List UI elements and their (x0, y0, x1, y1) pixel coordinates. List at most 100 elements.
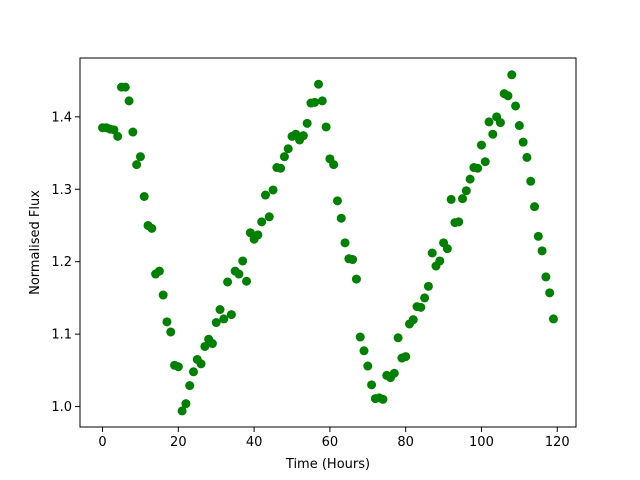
data-point (162, 317, 172, 327)
data-point (260, 190, 270, 200)
data-point (219, 314, 229, 324)
data-point (458, 194, 468, 204)
data-point (522, 152, 532, 162)
data-point (495, 118, 505, 128)
data-point (423, 281, 433, 291)
data-point (279, 152, 289, 162)
data-point (226, 310, 236, 320)
data-point (158, 290, 168, 300)
y-axis-label: Normalised Flux (28, 190, 43, 295)
data-point (533, 231, 543, 241)
data-point (120, 82, 130, 92)
data-point (442, 244, 452, 254)
data-point (321, 122, 331, 132)
data-point (401, 352, 411, 362)
data-point (340, 238, 350, 248)
y-axis: 1.0 1.1 1.2 1.3 1.4 (51, 110, 80, 415)
data-point (363, 361, 373, 371)
x-tick-label: 40 (246, 435, 263, 450)
data-point (177, 406, 187, 416)
data-point (541, 272, 551, 282)
data-point (257, 217, 267, 227)
data-point (124, 96, 134, 106)
data-point (507, 70, 517, 80)
data-point (530, 202, 540, 212)
data-point (351, 274, 361, 284)
data-point (109, 125, 119, 135)
data-point (511, 101, 521, 111)
data-point (408, 315, 418, 325)
x-axis: 0 20 40 60 80 100 120 (98, 427, 570, 450)
x-tick-label: 20 (170, 435, 187, 450)
data-point (355, 332, 365, 342)
data-point (128, 127, 138, 137)
data-point (181, 399, 191, 409)
x-axis-label: Time (Hours) (285, 457, 370, 472)
data-point (147, 223, 157, 233)
data-point (135, 152, 145, 162)
data-point (537, 246, 547, 256)
data-point (139, 192, 149, 201)
data-point (545, 288, 555, 298)
data-point (378, 394, 388, 404)
data-point (283, 144, 293, 154)
data-point (173, 362, 183, 372)
data-point (113, 131, 123, 141)
data-point (211, 318, 221, 328)
data-point (298, 131, 308, 141)
y-tick-label: 1.1 (51, 328, 72, 343)
data-point (196, 359, 206, 369)
y-tick-label: 1.4 (51, 110, 72, 125)
data-point (503, 91, 513, 101)
data-point (166, 327, 176, 337)
data-point (465, 174, 475, 184)
data-point (454, 217, 464, 227)
data-point (389, 368, 399, 378)
y-tick-label: 1.2 (51, 255, 72, 270)
y-tick-label: 1.0 (51, 400, 72, 415)
plot-frame (79, 57, 577, 428)
data-point (526, 176, 536, 186)
data-point (420, 293, 430, 303)
data-point (393, 333, 403, 343)
data-point (435, 256, 445, 266)
data-point (238, 256, 248, 266)
data-point (336, 213, 346, 223)
data-point (207, 339, 217, 349)
data-point (245, 228, 255, 238)
data-point (518, 137, 528, 147)
data-point (473, 163, 483, 173)
data-point (223, 277, 233, 287)
data-point (476, 140, 486, 150)
data-point (514, 121, 524, 131)
data-point (480, 157, 490, 167)
data-point (317, 96, 327, 106)
data-point (242, 276, 252, 286)
data-point (200, 341, 210, 351)
data-point (264, 212, 274, 222)
data-point (310, 97, 320, 107)
y-tick-label: 1.3 (51, 183, 72, 198)
data-point (302, 118, 312, 128)
data-point (446, 194, 456, 204)
data-point (416, 302, 426, 312)
x-tick-label: 100 (469, 435, 494, 450)
data-point (253, 230, 263, 240)
data-point (215, 305, 225, 315)
data-point (348, 255, 358, 265)
data-point (548, 314, 558, 324)
x-tick-label: 60 (322, 435, 339, 450)
data-point (268, 185, 278, 195)
data-point (329, 160, 339, 170)
data-point (488, 129, 498, 139)
data-point (188, 367, 198, 377)
x-tick-label: 120 (545, 435, 570, 450)
data-point (461, 186, 471, 196)
data-point (332, 196, 342, 206)
data-point (359, 346, 369, 356)
data-points (98, 70, 558, 416)
data-point (185, 381, 195, 391)
data-point (234, 269, 244, 279)
